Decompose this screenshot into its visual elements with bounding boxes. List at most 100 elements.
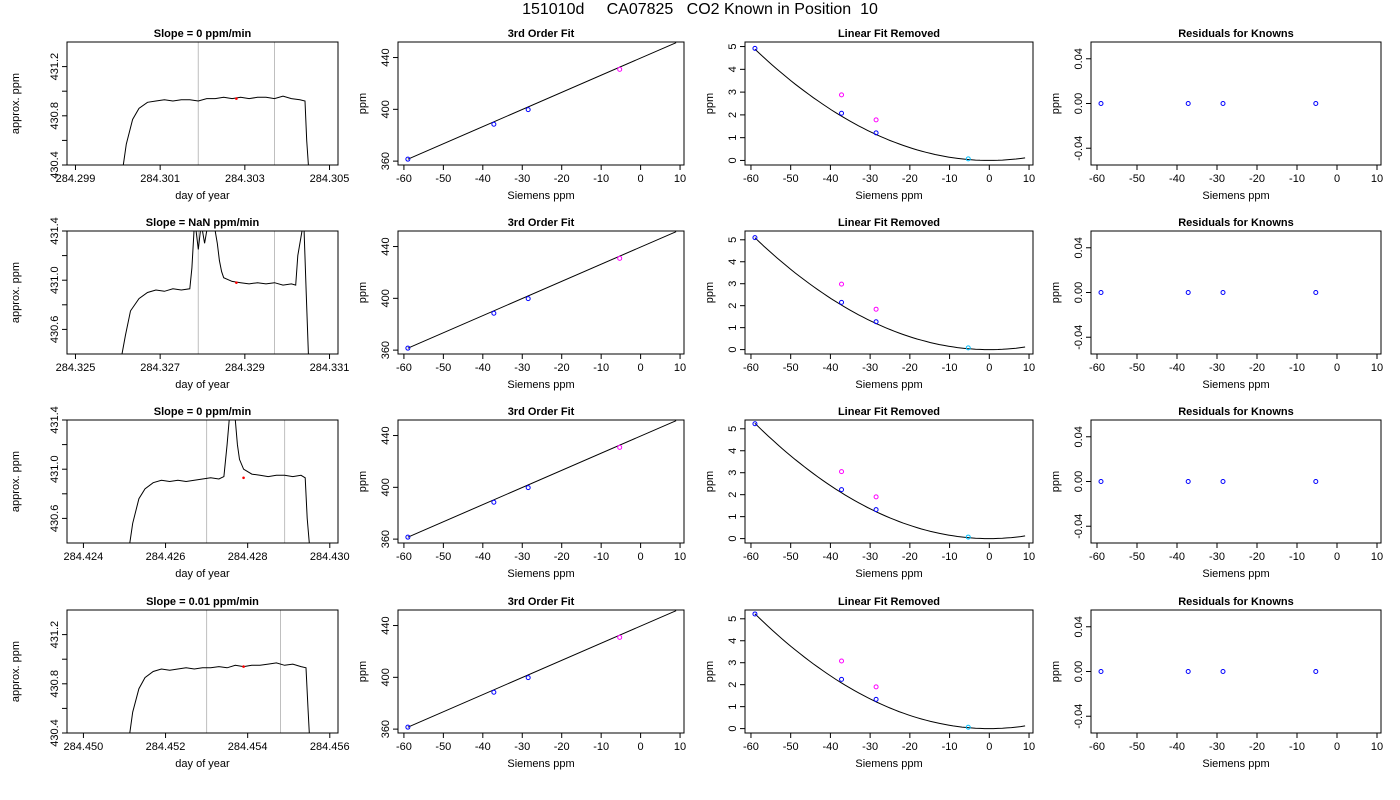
x-tick-label: -60 [396, 741, 412, 753]
x-tick-label: 0 [986, 551, 992, 563]
data-point [839, 469, 845, 475]
x-tick-label: 284.426 [146, 551, 186, 563]
y-tick-label: 430.4 [49, 151, 61, 179]
data-point [1313, 290, 1319, 295]
x-tick-label: -40 [475, 362, 491, 374]
y-tick-label: 1 [727, 135, 739, 141]
data-point [491, 310, 497, 316]
panel-r4-c3: Linear Fit Removed Siemens ppm ppm -60 -50 -4… [704, 596, 1035, 770]
x-tick-label: -30 [862, 362, 878, 374]
panel-title: Slope = 0 ppm/min [154, 28, 252, 40]
x-tick-label: -50 [435, 173, 451, 185]
data-point [525, 107, 531, 113]
y-tick-label: 360 [380, 152, 392, 170]
data-point [1313, 669, 1319, 674]
y-axis-label: approx. ppm [10, 451, 22, 512]
x-tick-label: -50 [1129, 173, 1145, 185]
data-point [873, 494, 879, 500]
y-axis-label: ppm [1050, 471, 1062, 492]
plot-area [1098, 290, 1319, 295]
x-tick-label: 0 [638, 173, 644, 185]
y-axis-label: ppm [704, 471, 716, 492]
x-tick-label: -30 [514, 173, 530, 185]
y-axis-label: ppm [704, 661, 716, 682]
y-tick-label: 431.0 [49, 266, 61, 294]
y-tick-label: 440 [380, 237, 392, 255]
x-tick-label: 10 [674, 551, 686, 563]
x-tick-label: -10 [1289, 741, 1305, 753]
x-tick-label: 0 [986, 362, 992, 374]
x-tick-label: 284.305 [310, 173, 350, 185]
y-axis-label: ppm [704, 93, 716, 114]
x-tick-label: -60 [1089, 362, 1105, 374]
panel-r3-c3: Linear Fit Removed Siemens ppm ppm -60 -50 -4… [704, 406, 1035, 580]
x-tick-label: -60 [1089, 741, 1105, 753]
data-point [1313, 479, 1319, 484]
data-point [491, 121, 497, 127]
y-tick-label: -0.04 [1073, 325, 1085, 350]
x-tick-label: -60 [743, 362, 759, 374]
panel-title: 3rd Order Fit [508, 596, 575, 608]
data-trace-line [129, 662, 310, 733]
data-point [873, 306, 879, 312]
y-axis-label: ppm [357, 471, 369, 492]
y-tick-label: 430.6 [49, 505, 61, 533]
data-point [965, 156, 971, 162]
panel-r2-c3: Linear Fit Removed Siemens ppm ppm -60 -50 -4… [704, 217, 1035, 391]
data-point [1220, 290, 1226, 295]
plot-area [129, 420, 310, 543]
plot-area [752, 45, 1026, 162]
plot-frame [66, 41, 339, 166]
x-tick-label: -10 [593, 551, 609, 563]
panel-title: Residuals for Knowns [1178, 406, 1294, 418]
x-tick-label: -10 [593, 741, 609, 753]
x-axis-label: Siemens ppm [1202, 379, 1269, 391]
y-axis-label: ppm [357, 282, 369, 303]
x-tick-label: 284.454 [228, 741, 268, 753]
data-point [839, 676, 845, 682]
x-tick-label: -50 [783, 551, 799, 563]
x-tick-label: -50 [783, 741, 799, 753]
plot-frame [397, 609, 685, 734]
y-tick-label: 5 [727, 237, 739, 243]
x-tick-label: 10 [1023, 362, 1035, 374]
x-tick-label: -20 [1249, 362, 1265, 374]
x-tick-label: 0 [1334, 173, 1340, 185]
x-tick-label: -30 [862, 551, 878, 563]
data-point [1185, 101, 1191, 106]
data-point [965, 345, 971, 351]
panel-r2-c1: Slope = NaN ppm/min day of year approx. pp… [10, 217, 349, 391]
x-tick-label: 284.303 [225, 173, 265, 185]
x-tick-label: 0 [638, 551, 644, 563]
panel-title: Residuals for Knowns [1178, 28, 1294, 40]
y-tick-label: 440 [380, 48, 392, 66]
y-tick-label: 0.04 [1073, 616, 1085, 637]
data-point [1185, 479, 1191, 484]
x-tick-label: -20 [554, 741, 570, 753]
x-tick-label: 284.329 [225, 362, 265, 374]
x-tick-label: 284.331 [310, 362, 350, 374]
x-tick-label: -20 [902, 362, 918, 374]
plot-area [121, 231, 309, 354]
x-tick-label: -10 [1289, 551, 1305, 563]
y-axis-label: ppm [1050, 93, 1062, 114]
x-tick-label: 284.327 [140, 362, 180, 374]
x-axis-label: Siemens ppm [1202, 190, 1269, 202]
panel-r1-c2: 3rd Order Fit Siemens ppm ppm -60 -50 -40 -30 -… [357, 28, 686, 202]
data-point [752, 235, 758, 241]
x-axis-label: Siemens ppm [855, 758, 922, 770]
y-tick-label: 0.00 [1073, 93, 1085, 114]
data-point [405, 156, 411, 162]
y-tick-label: 0.04 [1073, 426, 1085, 447]
x-tick-label: -40 [475, 173, 491, 185]
plot-frame [744, 230, 1034, 355]
x-tick-label: -40 [1169, 741, 1185, 753]
x-tick-label: 284.450 [64, 741, 104, 753]
y-tick-label: 0.00 [1073, 661, 1085, 682]
plot-frame [744, 609, 1034, 734]
panel-r3-c1: Slope = 0 ppm/min day of year approx. ppm 2… [10, 406, 350, 580]
plot-frame [744, 41, 1034, 166]
x-axis-label: Siemens ppm [855, 568, 922, 580]
data-point [839, 658, 845, 664]
y-tick-label: 5 [727, 43, 739, 49]
